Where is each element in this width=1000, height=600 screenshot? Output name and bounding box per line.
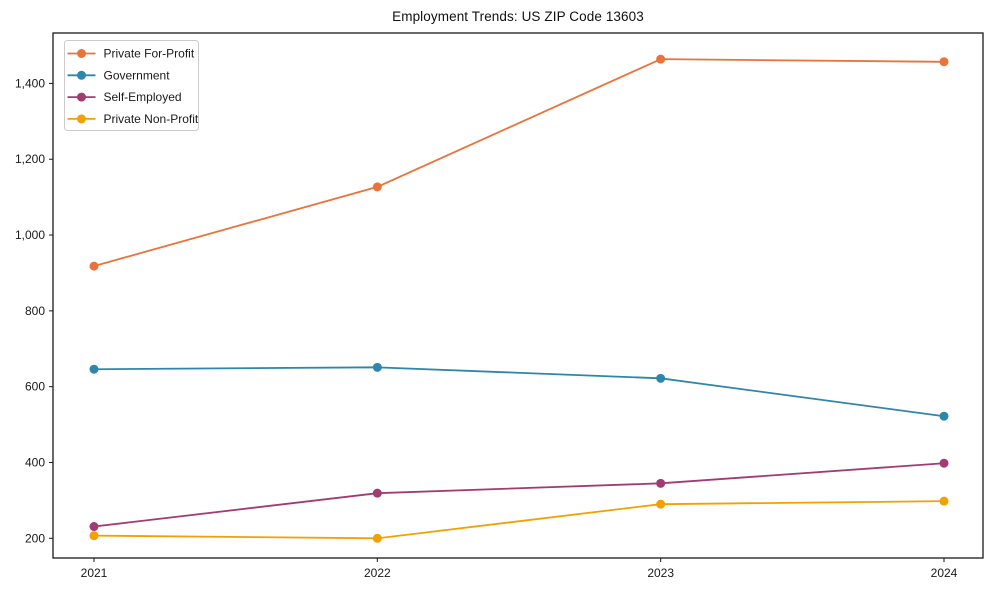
data-point-marker [89,364,99,374]
legend-item-label: Self-Employed [104,90,182,104]
data-point-marker [656,54,666,64]
legend-item-label: Government [104,68,171,82]
series-line-self-employed [93,462,945,528]
data-point-marker [656,478,666,488]
x-tick-label: 2021 [81,566,108,580]
legend-marker-dot [77,92,86,102]
y-tick-label: 200 [25,531,45,545]
data-point-marker [372,362,382,372]
data-point-marker [372,182,382,192]
data-point-marker [939,496,949,506]
x-tick-label: 2022 [364,566,391,580]
data-point-marker [89,522,99,532]
data-point-marker [939,57,949,67]
legend-marker-dot [77,70,86,80]
data-point-marker [656,373,666,383]
y-tick-label: 1,000 [15,228,45,242]
y-tick-label: 600 [25,380,45,394]
plot-frame [52,32,984,559]
legend-item-label: Private Non-Profit [104,112,199,126]
legend-item-label: Private For-Profit [104,47,195,61]
x-tick-label: 2024 [931,566,958,580]
data-point-marker [372,488,382,498]
y-tick-label: 800 [25,304,45,318]
data-point-marker [372,533,382,543]
data-point-marker [939,411,949,421]
x-tick-label: 2023 [647,566,674,580]
chart-title: Employment Trends: US ZIP Code 13603 [392,9,644,24]
data-point-marker [656,499,666,509]
y-tick-label: 400 [25,455,45,469]
legend-marker-dot [77,49,86,58]
y-tick-label: 1,400 [15,76,45,90]
data-point-marker [939,458,949,468]
series-line-private-for-profit [93,58,945,267]
data-point-marker [89,531,99,541]
legend-box [64,40,199,131]
series-line-government [93,366,945,418]
legend-marker-dot [77,114,86,124]
data-point-marker [89,261,99,271]
series-line-private-non-profit [93,500,945,540]
y-tick-label: 1,200 [15,152,45,166]
